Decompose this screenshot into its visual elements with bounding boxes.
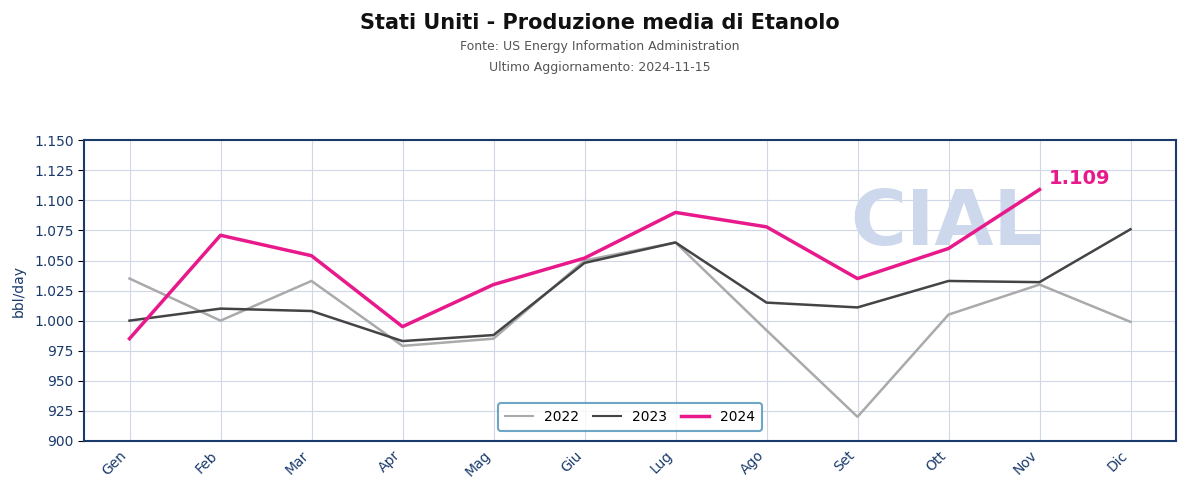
Text: Fonte: US Energy Information Administration: Fonte: US Energy Information Administrat…: [461, 40, 739, 53]
Y-axis label: bbl/day: bbl/day: [12, 265, 25, 317]
Text: Stati Uniti - Produzione media di Etanolo: Stati Uniti - Produzione media di Etanol…: [360, 13, 840, 33]
Text: Ultimo Aggiornamento: 2024-11-15: Ultimo Aggiornamento: 2024-11-15: [490, 61, 710, 74]
Text: CIAL: CIAL: [851, 187, 1043, 262]
Text: 1.109: 1.109: [1049, 168, 1110, 187]
Legend: 2022, 2023, 2024: 2022, 2023, 2024: [498, 403, 762, 431]
